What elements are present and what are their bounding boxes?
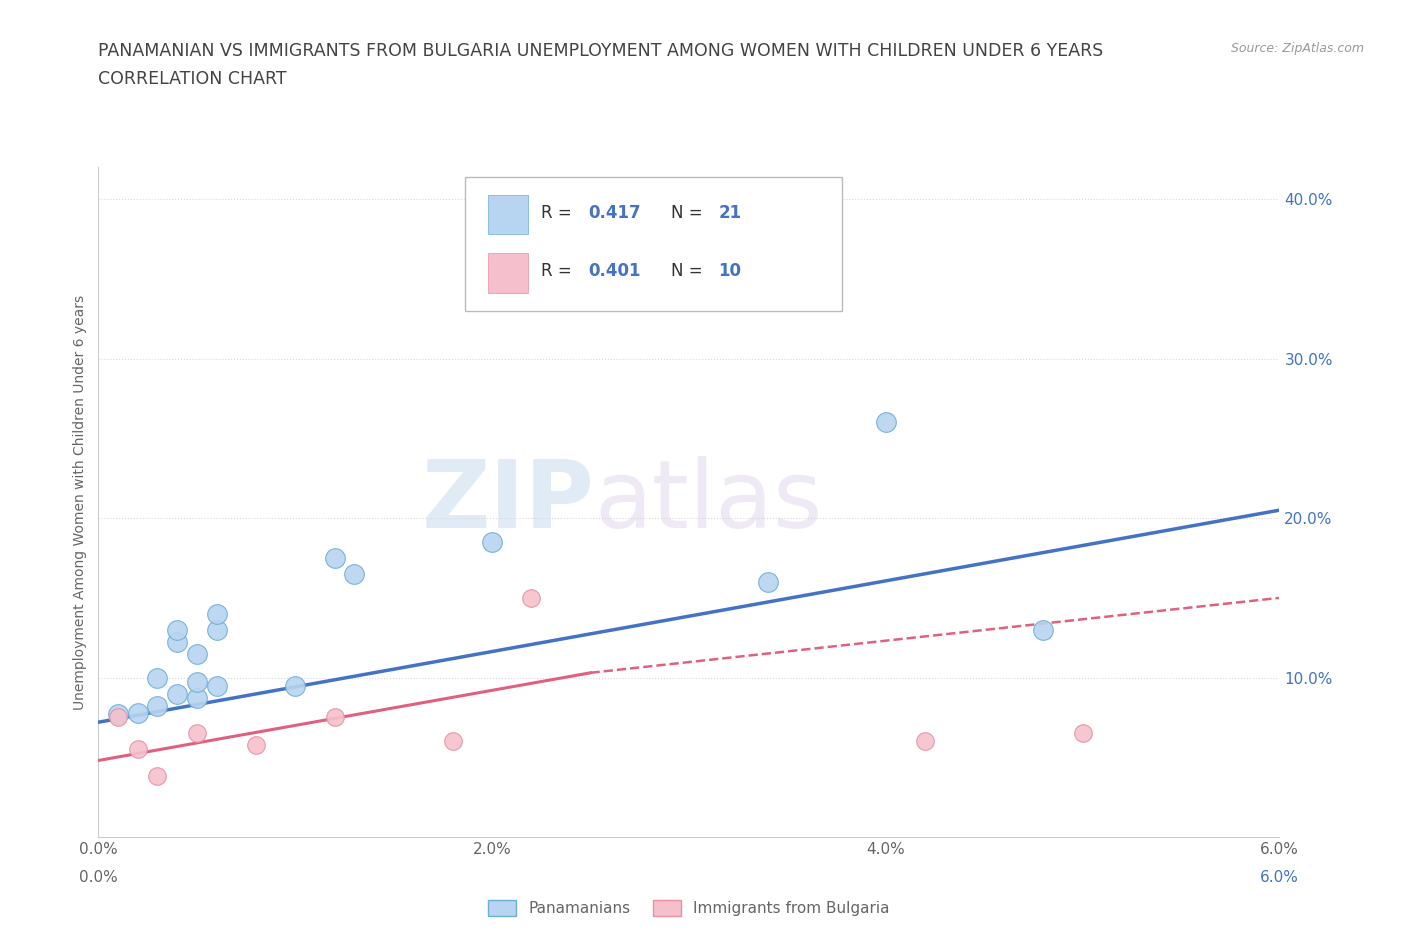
Point xyxy=(323,551,346,565)
Point xyxy=(756,575,779,590)
Text: R =: R = xyxy=(541,204,578,222)
Text: 6.0%: 6.0% xyxy=(1260,870,1299,884)
Text: N =: N = xyxy=(671,204,709,222)
Point xyxy=(520,591,543,605)
FancyBboxPatch shape xyxy=(488,195,529,234)
Point xyxy=(166,622,188,637)
Point xyxy=(107,710,129,724)
Point xyxy=(245,737,267,752)
Point xyxy=(127,705,149,720)
Legend: Panamanians, Immigrants from Bulgaria: Panamanians, Immigrants from Bulgaria xyxy=(488,900,890,916)
Point xyxy=(323,710,346,724)
Text: Source: ZipAtlas.com: Source: ZipAtlas.com xyxy=(1230,42,1364,55)
Point xyxy=(914,734,936,749)
Point xyxy=(146,769,169,784)
Text: ZIP: ZIP xyxy=(422,457,595,548)
Point xyxy=(186,646,208,661)
Y-axis label: Unemployment Among Women with Children Under 6 years: Unemployment Among Women with Children U… xyxy=(73,295,87,710)
Text: atlas: atlas xyxy=(595,457,823,548)
Text: 21: 21 xyxy=(718,204,741,222)
Point xyxy=(186,691,208,706)
Text: 0.401: 0.401 xyxy=(589,262,641,280)
Point xyxy=(441,734,464,749)
Point xyxy=(205,606,228,621)
Point xyxy=(343,566,366,581)
FancyBboxPatch shape xyxy=(464,178,842,312)
Point xyxy=(284,678,307,693)
Point xyxy=(205,622,228,637)
Point xyxy=(1032,622,1054,637)
Point xyxy=(107,707,129,722)
Point xyxy=(186,726,208,741)
Text: CORRELATION CHART: CORRELATION CHART xyxy=(98,70,287,87)
Point xyxy=(1071,726,1094,741)
Text: 0.417: 0.417 xyxy=(589,204,641,222)
Text: N =: N = xyxy=(671,262,709,280)
Point xyxy=(146,671,169,685)
Point xyxy=(638,280,661,295)
Point xyxy=(186,675,208,690)
Point xyxy=(481,535,503,550)
Text: R =: R = xyxy=(541,262,578,280)
FancyBboxPatch shape xyxy=(488,253,529,293)
Point xyxy=(127,742,149,757)
Text: PANAMANIAN VS IMMIGRANTS FROM BULGARIA UNEMPLOYMENT AMONG WOMEN WITH CHILDREN UN: PANAMANIAN VS IMMIGRANTS FROM BULGARIA U… xyxy=(98,42,1104,60)
Point xyxy=(166,635,188,650)
Text: 10: 10 xyxy=(718,262,741,280)
Text: 0.0%: 0.0% xyxy=(79,870,118,884)
Point xyxy=(205,678,228,693)
Point xyxy=(875,415,897,430)
Point xyxy=(146,698,169,713)
Point xyxy=(166,686,188,701)
